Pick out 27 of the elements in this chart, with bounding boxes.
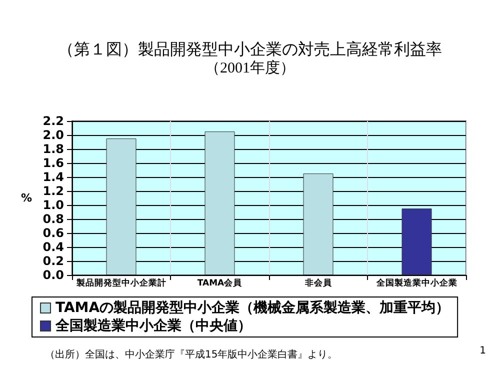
x-tick-label: 製品開発型中小企業計	[75, 278, 166, 288]
x-tick-label: 全国製造業中小企業	[375, 278, 458, 288]
y-tick-label: 2.2	[42, 114, 64, 128]
chart-title: （第１図）製品開発型中小企業の対売上高経常利益率	[58, 40, 442, 58]
y-tick-label: 0.8	[42, 212, 64, 226]
x-tick-label: TAMA会員	[197, 278, 244, 288]
text: 1	[480, 346, 486, 356]
y-tick-label: 1.4	[42, 170, 64, 184]
bar	[402, 208, 432, 275]
y-tick-label: 0.6	[42, 226, 64, 240]
y-tick-label: 0.2	[42, 254, 64, 268]
y-tick-label: 0.0	[42, 268, 64, 282]
y-tick-label: 2.0	[42, 128, 64, 142]
chart-subtitle: （2001年度）	[205, 60, 295, 76]
legend-label: TAMAの製品開発型中小企業（機械金属系製造業、加重平均）	[56, 300, 450, 316]
legend-label: 全国製造業中小企業（中央値）	[54, 318, 252, 334]
bar	[106, 138, 136, 275]
bar	[303, 174, 334, 275]
x-tick-label: 非会員	[304, 278, 333, 288]
y-tick-label: 1.8	[42, 142, 64, 156]
bar	[204, 132, 235, 275]
y-tick-label: 1.0	[42, 198, 64, 212]
y-tick-label: 0.4	[42, 240, 64, 254]
y-tick-label: 1.6	[42, 156, 64, 170]
y-axis-title: %	[20, 192, 32, 204]
y-tick-label: 1.2	[42, 184, 64, 198]
text: （出所）全国は、中小企業庁『平成15年版中小企業白書』より。	[45, 348, 338, 360]
